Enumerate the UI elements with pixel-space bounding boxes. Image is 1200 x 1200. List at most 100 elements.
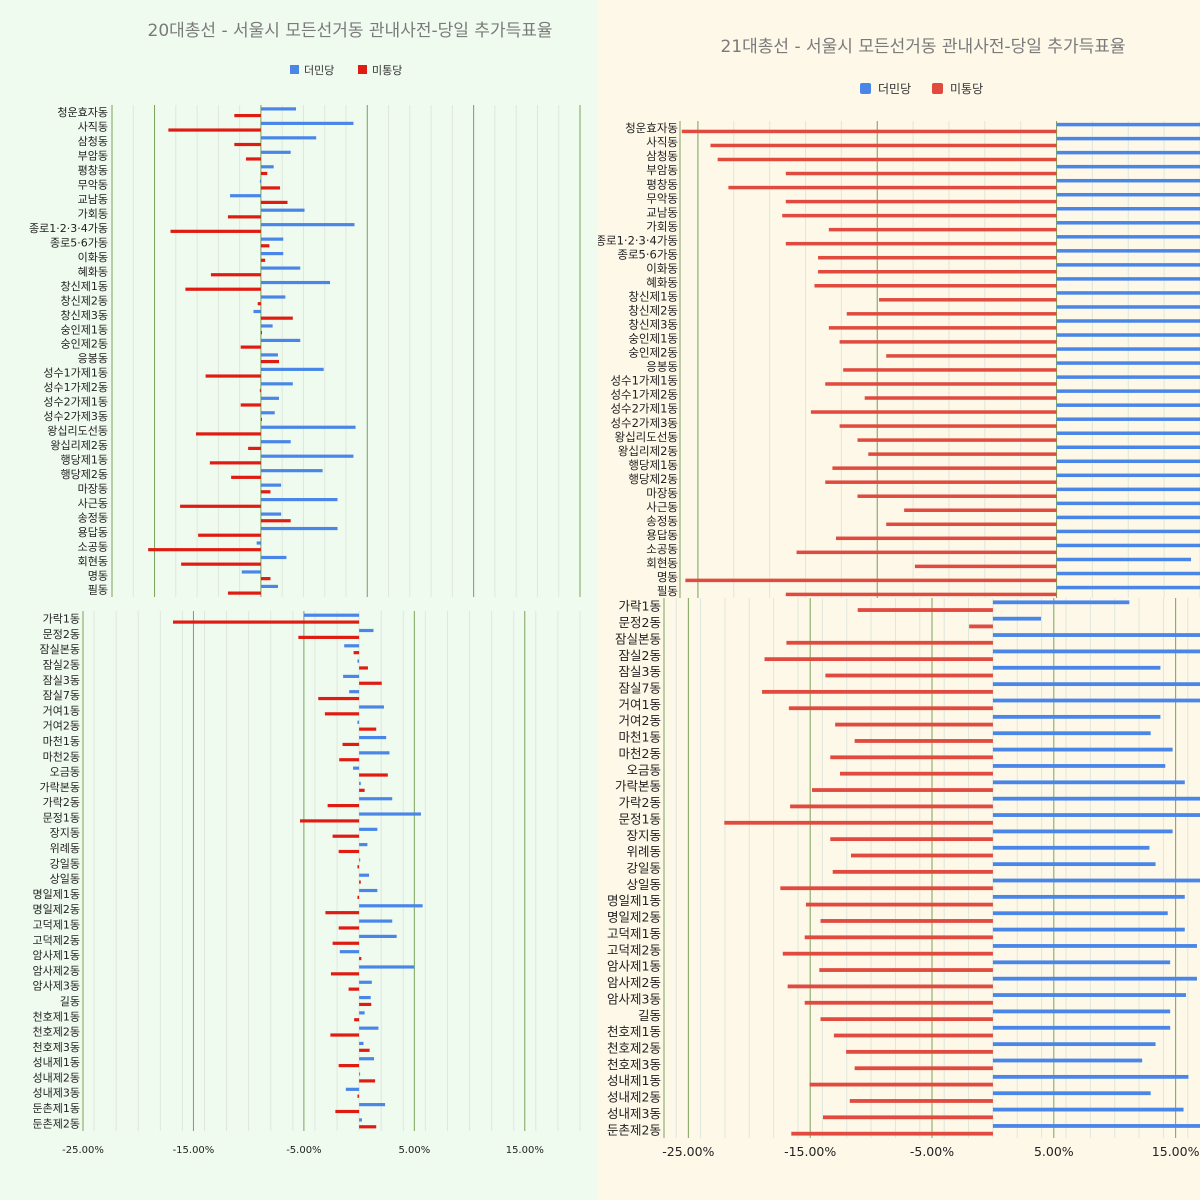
bar-democratic bbox=[359, 628, 374, 633]
bar-united-future bbox=[825, 480, 1057, 484]
category-label: 필동 bbox=[88, 584, 108, 597]
bar-united-future bbox=[353, 651, 360, 655]
x-tick-label: 15.00% bbox=[1152, 1144, 1200, 1159]
bar-democratic bbox=[359, 1072, 361, 1076]
category-label: 삼청동 bbox=[78, 135, 108, 148]
bar-democratic bbox=[359, 781, 361, 786]
bar-democratic bbox=[260, 483, 282, 487]
bar-united-future bbox=[819, 968, 993, 972]
bar-democratic bbox=[1056, 431, 1200, 435]
bar-united-future bbox=[335, 1109, 360, 1114]
bar-united-future bbox=[359, 956, 362, 961]
category-label: 평창동 bbox=[78, 164, 108, 177]
category-label: 길동 bbox=[638, 1008, 661, 1023]
category-label: 성내제3동 bbox=[607, 1106, 661, 1121]
category-label: 사직동 bbox=[646, 135, 678, 149]
bar-democratic bbox=[1056, 235, 1200, 239]
legend-label-blue: 더민당 bbox=[878, 82, 911, 96]
bar-democratic bbox=[1056, 319, 1200, 323]
bar-united-future bbox=[857, 608, 993, 612]
category-label: 둔촌제1동 bbox=[33, 1102, 80, 1115]
legend: 더민당 미통당 bbox=[290, 64, 402, 77]
bar-united-future bbox=[196, 432, 261, 436]
bar-democratic bbox=[260, 411, 275, 415]
category-label: 용답동 bbox=[646, 528, 678, 542]
category-label: 길동 bbox=[60, 995, 80, 1008]
bar-united-future bbox=[818, 269, 1057, 274]
bar-democratic bbox=[1056, 136, 1200, 141]
category-label: 마천2동 bbox=[43, 749, 80, 763]
bar-united-future bbox=[886, 522, 1057, 527]
bar-united-future bbox=[357, 895, 360, 899]
bar-united-future bbox=[181, 562, 261, 566]
chart-title: 21대총선 - 서울시 모든선거동 관내사전-당일 추가득표율 bbox=[721, 37, 1126, 57]
bar-united-future bbox=[724, 820, 993, 825]
category-label: 명일제2동 bbox=[33, 902, 80, 916]
category-label: 부암동 bbox=[646, 163, 678, 177]
category-label: 종로1·2·3·4가동 bbox=[598, 233, 678, 247]
bar-united-future bbox=[227, 591, 261, 595]
category-label: 가락1동 bbox=[43, 613, 80, 626]
bar-united-future bbox=[259, 388, 261, 393]
bar-democratic bbox=[1056, 515, 1200, 520]
bar-democratic bbox=[1056, 305, 1200, 309]
bar-democratic bbox=[359, 919, 393, 923]
category-label: 고덕제2동 bbox=[607, 942, 661, 957]
bar-united-future bbox=[234, 142, 261, 147]
bar-democratic bbox=[343, 674, 360, 678]
category-label: 왕십리도선동 bbox=[47, 425, 108, 438]
bar-united-future bbox=[809, 1082, 993, 1087]
category-label: 사근동 bbox=[646, 500, 678, 514]
bar-democratic bbox=[260, 237, 284, 241]
bar-united-future bbox=[348, 987, 360, 991]
bar-united-future bbox=[857, 494, 1057, 498]
category-label: 가락본동 bbox=[615, 779, 661, 794]
bar-united-future bbox=[246, 157, 261, 161]
bar-democratic bbox=[992, 780, 1185, 785]
bar-democratic bbox=[260, 136, 317, 140]
bar-united-future bbox=[839, 424, 1057, 428]
bar-democratic bbox=[241, 570, 261, 574]
category-label: 잠실7동 bbox=[43, 689, 80, 702]
bar-united-future bbox=[846, 1049, 993, 1054]
category-label: 오금동 bbox=[626, 762, 661, 777]
bar-united-future bbox=[830, 755, 993, 760]
category-label: 성내제3동 bbox=[33, 1087, 80, 1100]
category-label: 강일동 bbox=[50, 856, 80, 870]
category-label: 잠실2동 bbox=[43, 658, 80, 671]
bar-united-future bbox=[260, 490, 271, 494]
bar-democratic bbox=[1056, 571, 1200, 576]
bar-united-future bbox=[840, 771, 993, 776]
bar-democratic bbox=[359, 1026, 379, 1030]
panel-background bbox=[0, 0, 598, 603]
bar-democratic bbox=[260, 425, 356, 429]
category-label: 마장동 bbox=[646, 486, 678, 500]
bar-democratic bbox=[1056, 221, 1200, 225]
bar-democratic bbox=[359, 904, 423, 908]
category-label: 암사제2동 bbox=[607, 975, 661, 990]
category-label: 천호제2동 bbox=[33, 1025, 80, 1039]
bar-united-future bbox=[812, 788, 993, 792]
category-label: 숭인제1동 bbox=[61, 323, 108, 336]
category-label: 암사제3동 bbox=[33, 980, 80, 993]
bar-democratic bbox=[259, 179, 261, 183]
bar-democratic bbox=[260, 367, 324, 371]
bar-united-future bbox=[338, 1064, 360, 1068]
bar-united-future bbox=[359, 727, 377, 731]
bar-united-future bbox=[825, 382, 1057, 386]
category-label: 무악동 bbox=[646, 191, 678, 205]
category-label: 암사제1동 bbox=[607, 959, 661, 974]
bar-united-future bbox=[240, 345, 261, 349]
bar-united-future bbox=[234, 113, 261, 118]
bar-united-future bbox=[804, 1000, 993, 1005]
category-label: 강일동 bbox=[626, 861, 661, 876]
category-label: 마천1동 bbox=[43, 734, 80, 748]
bar-democratic bbox=[260, 280, 331, 285]
category-label: 삼청동 bbox=[646, 149, 678, 163]
category-label: 소공동 bbox=[646, 542, 678, 556]
bar-democratic bbox=[1056, 445, 1200, 450]
bar-united-future bbox=[260, 244, 270, 248]
category-label: 평창동 bbox=[646, 177, 678, 191]
category-label: 종로1·2·3·4가동 bbox=[29, 222, 108, 235]
category-label: 마천2동 bbox=[619, 746, 661, 761]
